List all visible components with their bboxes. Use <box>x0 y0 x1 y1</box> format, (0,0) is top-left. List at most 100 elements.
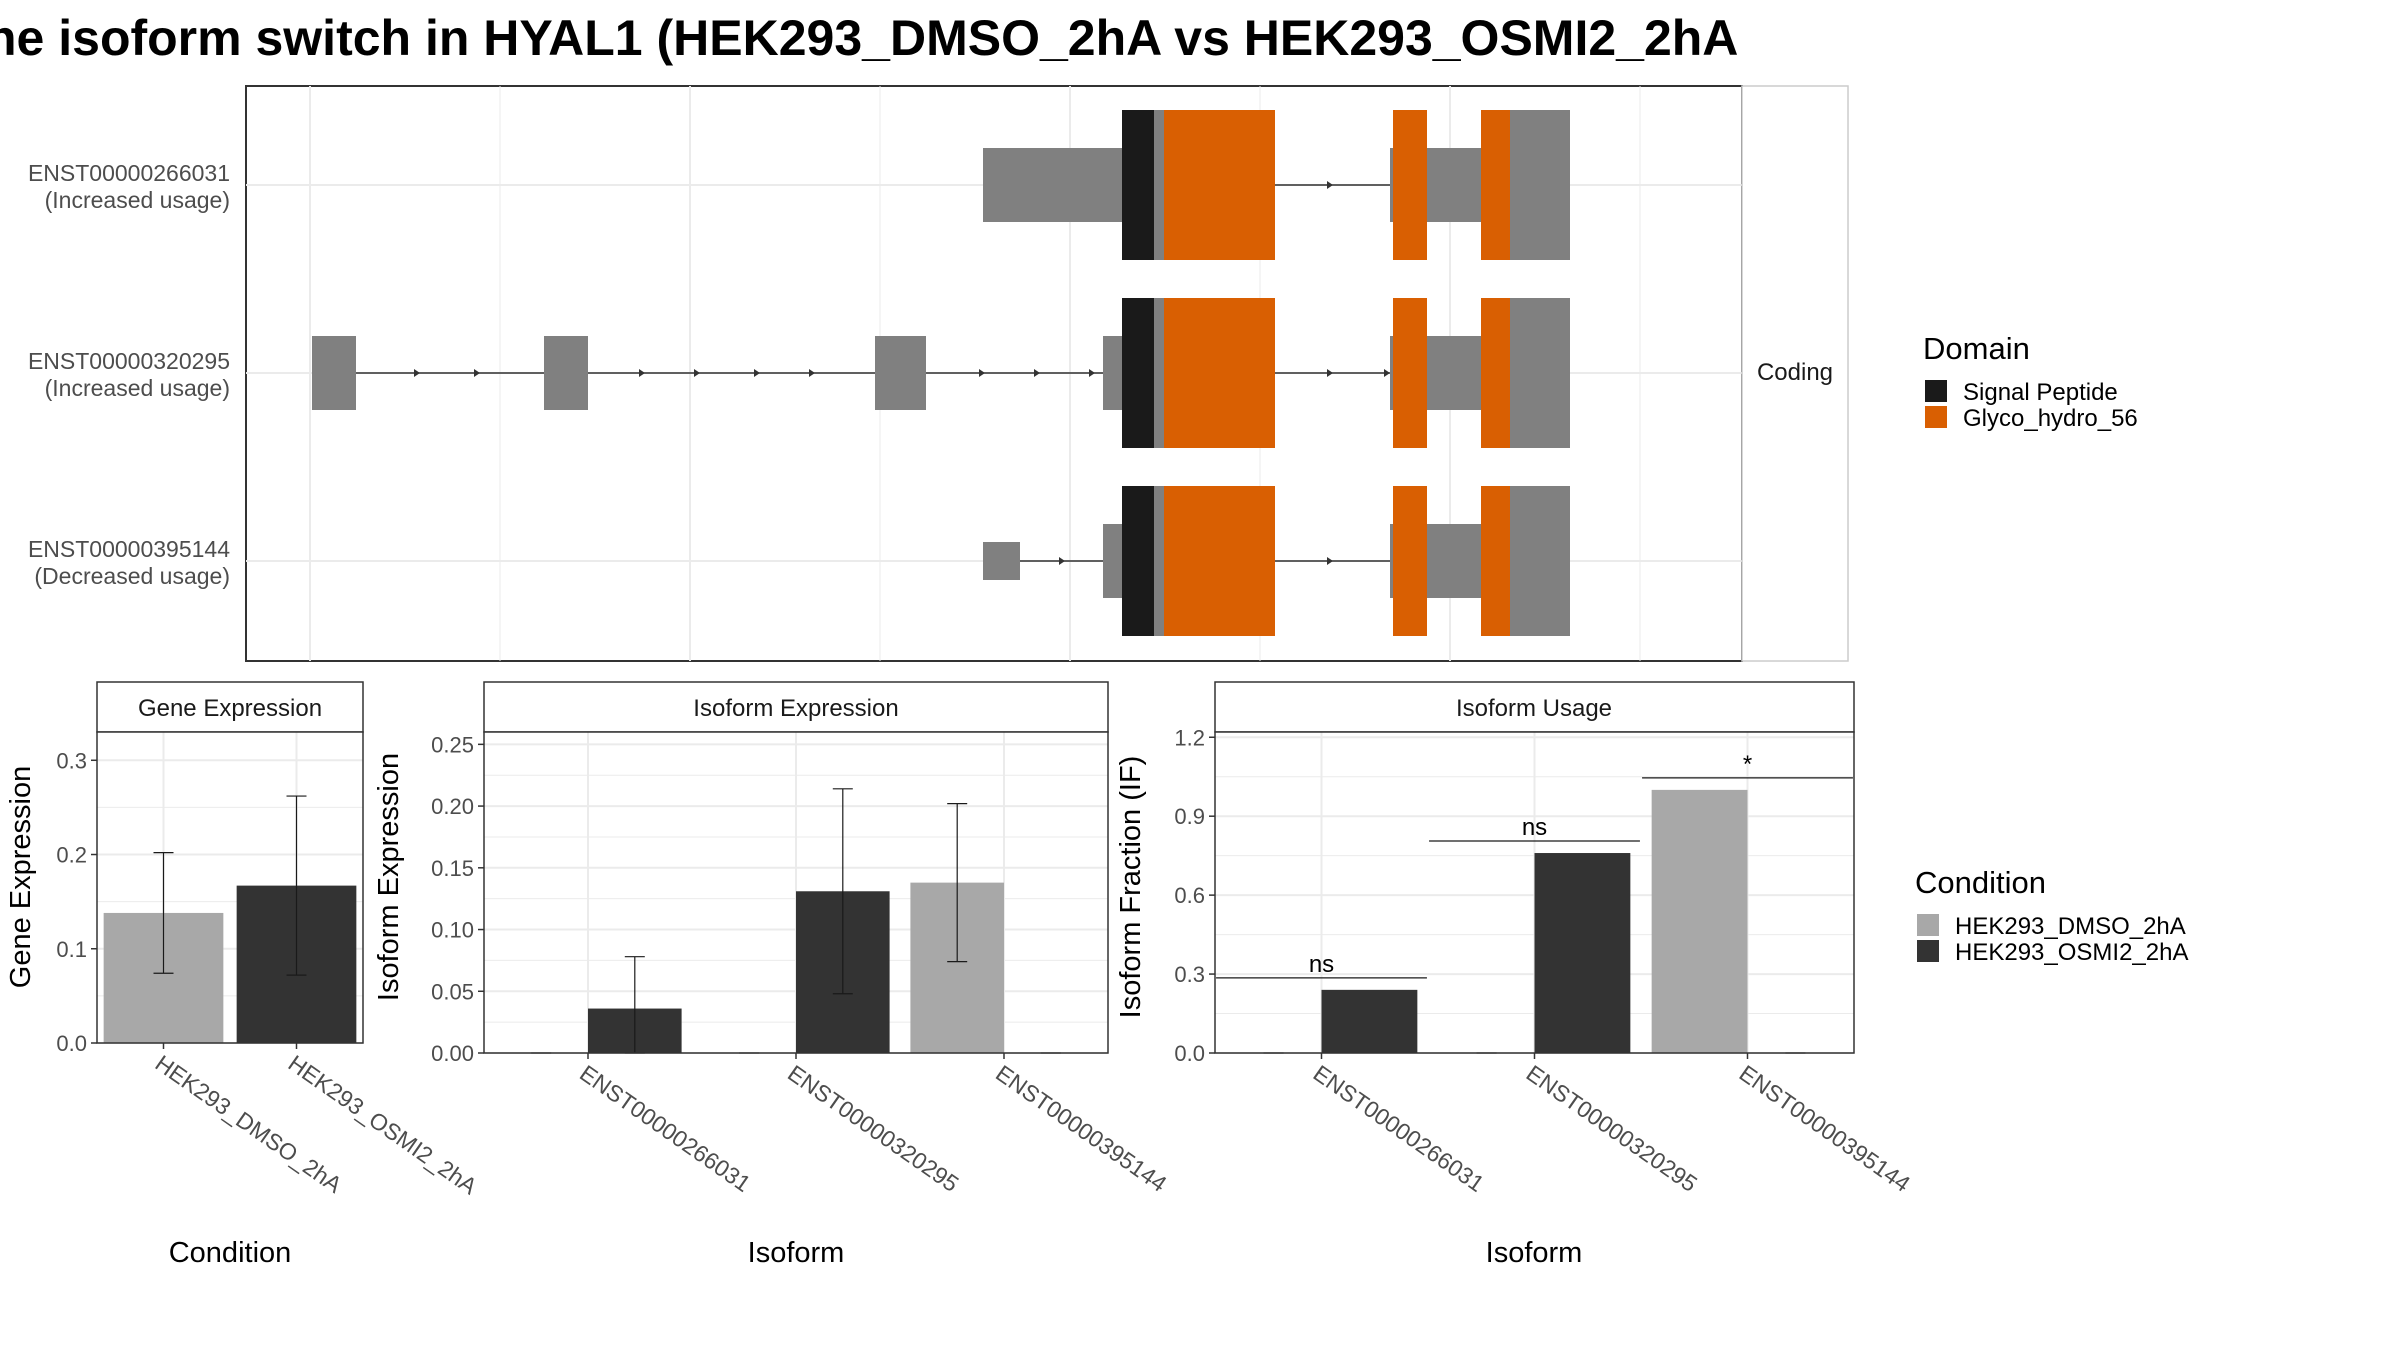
glyco-hydro-domain <box>1164 298 1275 448</box>
x-tick-label: ENST00000395144 <box>1735 1060 1916 1197</box>
transcript-id-label: ENST00000395144 <box>28 536 230 562</box>
transcript-models <box>312 110 1570 636</box>
signal-peptide-swatch <box>1925 380 1947 402</box>
gene-expression-strip-title: Gene Expression <box>138 695 322 722</box>
direction-arrow <box>809 369 815 377</box>
plot-border <box>1214 731 1855 1054</box>
glyco-hydro-label: Glyco_hydro_56 <box>1963 405 2138 432</box>
coding-exon <box>1510 298 1570 448</box>
glyco-hydro-domain <box>1481 298 1510 448</box>
direction-arrow <box>1089 369 1095 377</box>
isoform-usage-plot: 0.0 0.3 0.6 0.9 1.2 ns ENST00000266031 ns ENST00… <box>1174 725 1915 1197</box>
isoform-usage-y-title: Isoform Fraction (IF) <box>1115 756 1147 1019</box>
direction-arrow <box>979 369 985 377</box>
exon-block <box>312 336 356 410</box>
bar <box>1534 853 1631 1053</box>
plot-border <box>483 731 1109 1054</box>
exon-block <box>1103 336 1122 410</box>
gene-expression-y-title: Gene Expression <box>5 766 37 988</box>
significance-label: ns <box>1522 814 1547 841</box>
glyco-hydro-domain <box>1393 486 1427 636</box>
transcript-usage-label: (Decreased usage) <box>34 563 230 589</box>
x-tick-label: ENST00000266031 <box>575 1060 755 1197</box>
direction-arrow <box>754 369 760 377</box>
exon-block <box>1103 524 1122 598</box>
condition-legend: Condition HEK293_DMSO_2hA HEK293_OSMI2_2… <box>1915 865 2188 966</box>
exon-block <box>544 336 588 410</box>
isoform-expression-panel: Isoform Expression 0.00 0.05 0.10 0.15 0.20 0… <box>373 681 1172 1269</box>
signal-peptide-domain <box>1122 486 1154 636</box>
y-tick-label: 0.0 <box>56 1031 87 1056</box>
plot-border <box>96 731 364 1044</box>
exon-block <box>983 148 1122 222</box>
coding-strip <box>1741 85 1849 662</box>
direction-arrow <box>1327 181 1333 189</box>
exon-block <box>983 542 1020 580</box>
isoform-usage-x-title: Isoform <box>1486 1237 1583 1269</box>
glyco-hydro-domain <box>1393 298 1427 448</box>
direction-arrow <box>1059 557 1065 565</box>
isoform-expression-y-title: Isoform Expression <box>373 753 405 1001</box>
transcript-usage-label: (Increased usage) <box>45 375 230 401</box>
domain-legend-title: Domain <box>1923 331 2030 366</box>
condition-legend-title: Condition <box>1915 865 2046 900</box>
isoform-expression-x-title: Isoform <box>748 1237 845 1269</box>
direction-arrow <box>639 369 645 377</box>
coding-exon <box>1510 486 1570 636</box>
y-tick-label: 1.2 <box>1174 725 1205 750</box>
osmi-legend-label: HEK293_OSMI2_2hA <box>1955 939 2188 966</box>
y-tick-label: 0.25 <box>431 732 474 757</box>
coding-exon <box>1154 298 1164 448</box>
x-tick-label: ENST00000266031 <box>1309 1060 1489 1197</box>
bar <box>1651 789 1748 1053</box>
y-tick-label: 0.15 <box>431 856 474 881</box>
y-tick-label: 0.1 <box>56 937 87 962</box>
x-tick-label: ENST00000395144 <box>991 1060 1172 1197</box>
coding-exon <box>1510 110 1570 260</box>
exon-block <box>875 336 926 410</box>
glyco-hydro-swatch <box>1925 406 1947 428</box>
direction-arrow <box>1327 557 1333 565</box>
domain-legend: Domain Signal Peptide Glyco_hydro_56 <box>1923 331 2138 432</box>
coding-strip-label: Coding <box>1757 359 1833 386</box>
coding-exon <box>1154 486 1164 636</box>
direction-arrow <box>1384 369 1390 377</box>
y-tick-label: 0.9 <box>1174 804 1205 829</box>
figure-title: he isoform switch in HYAL1 (HEK293_DMSO_… <box>0 10 1738 66</box>
gene-expression-strip <box>96 681 364 733</box>
transcript-id-label: ENST00000266031 <box>28 160 230 186</box>
glyco-hydro-domain <box>1164 110 1275 260</box>
significance-label: * <box>1743 751 1752 778</box>
y-tick-label: 0.05 <box>431 979 474 1004</box>
y-tick-label: 0.6 <box>1174 883 1205 908</box>
signal-peptide-domain <box>1122 298 1154 448</box>
y-tick-label: 0.3 <box>1174 962 1205 987</box>
dmso-swatch <box>1917 914 1939 936</box>
gene-expression-x-title: Condition <box>169 1237 292 1269</box>
x-tick-label: ENST00000320295 <box>1522 1060 1702 1197</box>
direction-arrow <box>414 369 420 377</box>
x-tick-label: ENST00000320295 <box>783 1060 963 1197</box>
y-tick-label: 0.00 <box>431 1041 474 1066</box>
isoform-expression-strip-title: Isoform Expression <box>693 695 898 722</box>
y-tick-label: 0.2 <box>56 843 87 868</box>
transcript-id-label: ENST00000320295 <box>28 348 230 374</box>
signal-peptide-domain <box>1122 110 1154 260</box>
coding-exon <box>1154 110 1164 260</box>
direction-arrow <box>1034 369 1040 377</box>
gene-structure-panel: Coding ENST00000266031 (Increased usage)… <box>28 85 2138 662</box>
direction-arrow <box>694 369 700 377</box>
glyco-hydro-domain <box>1164 486 1275 636</box>
gene-expression-plot: 0.00.10.20.3HEK293_DMSO_2hAHEK293_OSMI2_… <box>56 731 482 1200</box>
bar <box>1321 989 1418 1053</box>
glyco-hydro-domain <box>1393 110 1427 260</box>
isoform-usage-strip-title: Isoform Usage <box>1456 695 1612 722</box>
transcript-usage-label: (Increased usage) <box>45 187 230 213</box>
isoform-usage-panel: Isoform Usage 0.0 0.3 0.6 0.9 1.2 ns ENST00000… <box>1115 681 1915 1269</box>
gene-expression-panel: Gene Expression 0.00.10.20.3HEK293_DMSO_… <box>5 681 482 1269</box>
isoform-usage-strip <box>1214 681 1855 733</box>
direction-arrow <box>474 369 480 377</box>
glyco-hydro-domain <box>1481 486 1510 636</box>
